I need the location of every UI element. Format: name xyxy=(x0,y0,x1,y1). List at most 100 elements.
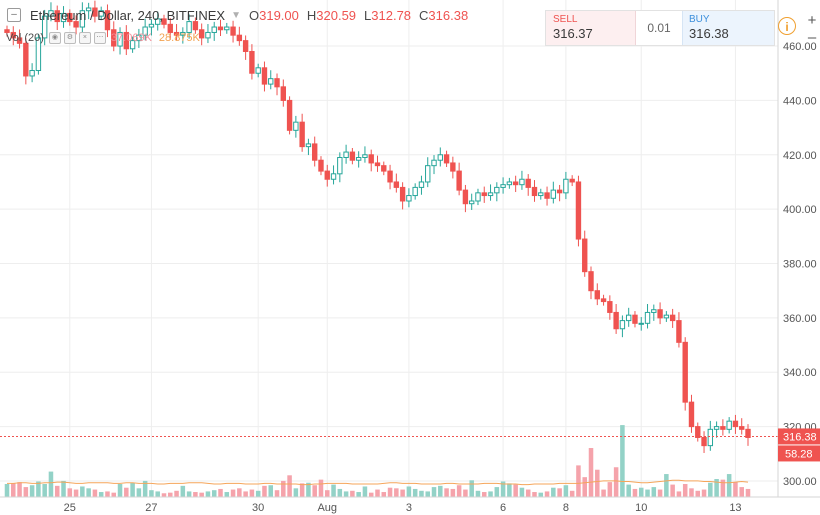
candle-up xyxy=(41,15,48,39)
volume-indicator-label[interactable]: Vol (20) xyxy=(6,32,44,44)
candle-down xyxy=(739,426,745,430)
volume-value: 37.069K xyxy=(110,32,152,44)
candle-down xyxy=(443,154,450,164)
buy-label: BUY xyxy=(689,14,710,25)
volume-bar xyxy=(450,488,456,497)
candle-down xyxy=(575,181,582,240)
volume-legend: Vol (20) ◉ ⚙ × ⋯ 37.069K 28.875K xyxy=(6,30,200,46)
eye-icon[interactable]: ◉ xyxy=(48,32,61,44)
info-icon[interactable]: i xyxy=(778,17,796,35)
volume-bar xyxy=(117,483,123,497)
volume-bar xyxy=(576,465,581,497)
volume-bar xyxy=(400,489,405,497)
candle-up xyxy=(500,184,506,188)
candle-up xyxy=(268,78,274,85)
more-icon[interactable]: ⋯ xyxy=(93,32,106,44)
candle-down xyxy=(173,31,180,36)
volume-bar xyxy=(425,491,430,497)
volume-bar xyxy=(86,488,91,497)
y-tick-label: 380.00 xyxy=(783,259,817,271)
y-tick-label: 420.00 xyxy=(783,150,817,162)
volume-bar xyxy=(29,485,35,497)
candle-down xyxy=(312,143,318,161)
volume-bar xyxy=(488,491,493,497)
candle-down xyxy=(261,67,268,85)
volume-bar xyxy=(36,481,41,497)
zoom-out-button[interactable]: – xyxy=(807,29,817,46)
candle-down xyxy=(104,10,111,31)
buy-price: 316.38 xyxy=(689,26,729,41)
candle-down xyxy=(544,192,550,199)
candle-up xyxy=(48,10,54,17)
volume-bar xyxy=(695,490,701,497)
chevron-down-icon[interactable]: ▼ xyxy=(231,9,241,21)
candle-up xyxy=(362,154,368,159)
price-axis: 300.00320.00340.00360.00380.00400.00420.… xyxy=(783,41,817,488)
candle-up xyxy=(255,67,261,74)
sell-label: SELL xyxy=(553,14,578,25)
volume-bar xyxy=(281,480,286,497)
volume-bar xyxy=(726,474,732,497)
chart-header: – Ethereum / Dollar, 240, BITFINEX ▼ O 31… xyxy=(0,0,468,30)
ohlc-open-value: 319.00 xyxy=(259,7,299,23)
candle-up xyxy=(538,192,544,197)
candle-down xyxy=(450,162,456,172)
close-icon[interactable]: × xyxy=(78,32,91,44)
collapse-icon[interactable]: – xyxy=(7,8,21,22)
buy-button[interactable]: BUY 316.38 xyxy=(682,11,774,45)
y-tick-label: 400.00 xyxy=(783,204,817,216)
volume-bar xyxy=(149,490,154,497)
volume-bar xyxy=(80,486,85,497)
volume-bar xyxy=(739,487,744,497)
candle-up xyxy=(142,26,148,36)
volume-bar xyxy=(67,488,73,497)
candle-down xyxy=(682,341,688,403)
volume-tag-label: 58.28 xyxy=(785,448,813,460)
candle-down xyxy=(632,314,638,324)
candle-down xyxy=(274,78,280,88)
candle-down xyxy=(393,181,400,188)
candle-up xyxy=(337,157,343,175)
sell-price: 316.37 xyxy=(553,26,593,41)
candle-down xyxy=(249,50,255,74)
volume-bar xyxy=(708,482,713,497)
volume-bar xyxy=(557,488,562,497)
volume-bar xyxy=(23,487,29,497)
symbol-title[interactable]: Ethereum / Dollar, 240, BITFINEX xyxy=(30,7,226,23)
volume-bar xyxy=(375,489,380,497)
settings-icon[interactable]: ⚙ xyxy=(63,32,76,44)
volume-bar xyxy=(318,479,324,497)
volume-bar xyxy=(632,488,638,497)
y-tick-label: 460.00 xyxy=(783,41,817,53)
candle-down xyxy=(16,37,23,44)
x-tick-label: Aug xyxy=(317,502,337,514)
volume-bar xyxy=(507,483,512,497)
candle-up xyxy=(293,121,299,131)
volume-bar xyxy=(161,493,167,497)
sell-button[interactable]: SELL 316.37 xyxy=(546,11,636,45)
ohlc-low-value: 312.78 xyxy=(371,7,412,23)
candle-down xyxy=(73,21,79,28)
spread-value: 0.01 xyxy=(647,21,671,35)
candle-down xyxy=(374,162,381,167)
volume-bar xyxy=(551,487,556,497)
volume-bar xyxy=(11,483,16,497)
candle-down xyxy=(657,309,663,319)
volume-bar xyxy=(745,488,751,497)
candle-down xyxy=(198,29,205,39)
candle-up xyxy=(98,10,104,17)
volume-bar xyxy=(406,486,412,497)
zoom-in-button[interactable]: + xyxy=(807,12,817,29)
candle-down xyxy=(230,26,236,36)
volume-bar xyxy=(350,490,355,497)
last-price-label: 316.38 xyxy=(783,431,817,443)
candle-up xyxy=(638,322,644,325)
volume-bar xyxy=(494,487,500,497)
candle-down xyxy=(161,18,167,25)
volume-bar xyxy=(601,489,606,497)
volume-bar xyxy=(262,485,267,497)
volume-bar xyxy=(312,485,317,497)
candle-up xyxy=(148,23,155,28)
volume-bar xyxy=(463,489,468,497)
